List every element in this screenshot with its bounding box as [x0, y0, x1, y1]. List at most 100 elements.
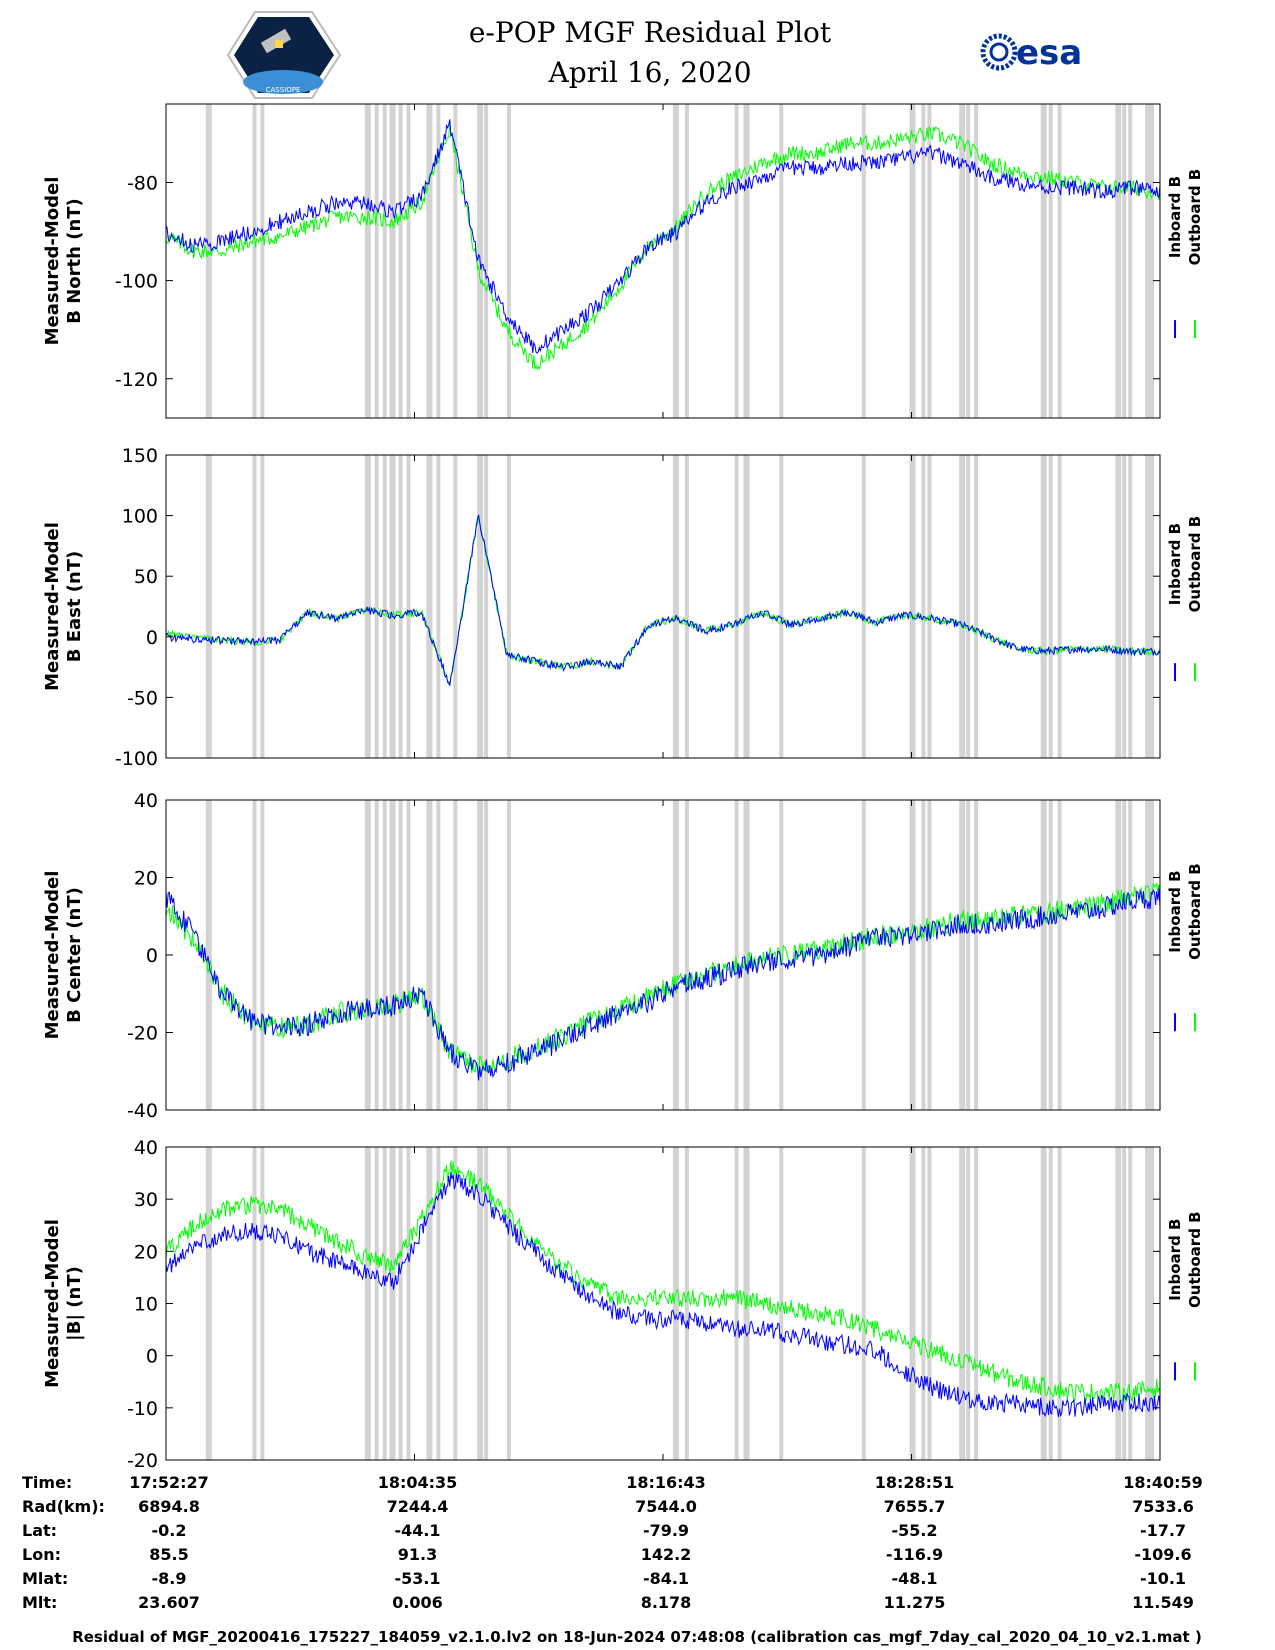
gap-band	[966, 1147, 971, 1460]
gap-band	[743, 104, 750, 418]
gap-band	[1145, 800, 1152, 1110]
gap-band	[1040, 1147, 1047, 1460]
gap-band	[909, 1147, 916, 1460]
gap-band	[453, 455, 458, 758]
legend-outboard-label: Outboard B	[1186, 516, 1204, 613]
outboard-series-line	[166, 1160, 1160, 1404]
footer-cell: 18:40:59	[1123, 1473, 1203, 1492]
y-axis-label: Measured-Model	[42, 177, 63, 346]
gap-band	[436, 455, 441, 758]
gap-band	[252, 1147, 257, 1460]
gap-band	[453, 1147, 458, 1460]
gap-band	[252, 800, 257, 1110]
y-axis-label: B Center (nT)	[64, 887, 85, 1023]
gap-band	[364, 800, 371, 1110]
chart-title: e-POP MGF Residual Plot	[469, 16, 832, 49]
gap-band	[779, 1147, 784, 1460]
legend: Inboard B Outboard B	[1166, 516, 1204, 682]
gap-band	[927, 800, 932, 1110]
y-tick-label: -20	[127, 1023, 158, 1045]
y-tick-label: -100	[115, 271, 158, 293]
data-gaps	[205, 800, 1155, 1110]
gap-band	[1145, 455, 1152, 758]
gap-band	[1128, 1147, 1133, 1460]
plot-frame	[165, 1146, 1161, 1461]
gap-band	[734, 1147, 739, 1460]
footer-cell: 85.5	[149, 1545, 188, 1564]
y-tick-label: -40	[127, 1100, 158, 1122]
gap-band	[921, 1147, 926, 1460]
gap-band	[260, 104, 265, 418]
gap-band	[374, 104, 379, 418]
gap-band	[974, 104, 979, 418]
gap-band	[672, 1147, 679, 1460]
gap-band	[861, 1147, 866, 1460]
gap-band	[453, 104, 458, 418]
gap-band	[453, 800, 458, 1110]
inboard-series-line	[166, 514, 1160, 686]
y-tick-label: -80	[127, 173, 158, 195]
gap-band	[406, 455, 411, 758]
outboard-series-line	[166, 882, 1160, 1079]
footer-cell: -53.1	[394, 1569, 440, 1588]
gap-band	[779, 104, 784, 418]
gap-band	[684, 104, 689, 418]
gap-band	[861, 455, 866, 758]
gap-band	[1128, 104, 1133, 418]
header: CASSIOPE e-POP MGF Residual Plot April 1…	[226, 11, 1082, 99]
legend-inboard-label: Inboard B	[1166, 870, 1184, 952]
footer-table: Time: Rad(km): Lat: Lon: Mlat: Mlt: 17:52:27 68…	[22, 1473, 1203, 1612]
gap-band	[1115, 1147, 1122, 1460]
footer-cell: 18:28:51	[875, 1473, 955, 1492]
gap-band	[406, 104, 411, 418]
gap-band	[672, 455, 679, 758]
gap-band	[364, 104, 371, 418]
y-axis-label: |B| (nT)	[64, 1266, 85, 1341]
gap-band	[959, 455, 966, 758]
y-axis-label: B East (nT)	[64, 551, 85, 663]
y-tick-label: 30	[134, 1189, 158, 1211]
gap-band	[398, 104, 403, 418]
gap-band	[1150, 455, 1155, 758]
footer-cell: -0.2	[152, 1521, 187, 1540]
footer-row-label: Mlat:	[22, 1569, 68, 1588]
gap-band	[436, 104, 441, 418]
gap-band	[921, 800, 926, 1110]
gap-band	[974, 455, 979, 758]
footer-cell: -17.7	[1140, 1521, 1186, 1540]
gap-band	[734, 104, 739, 418]
gap-band	[684, 800, 689, 1110]
y-tick-label: 0	[146, 627, 158, 649]
y-tick-label: 20	[134, 868, 158, 890]
gap-band	[861, 104, 866, 418]
gap-band	[927, 1147, 932, 1460]
gap-band	[374, 455, 379, 758]
legend-outboard-label: Outboard B	[1186, 863, 1204, 960]
gap-band	[1122, 800, 1127, 1110]
esa-logo: esa	[980, 33, 1082, 73]
gap-band	[974, 800, 979, 1110]
gap-band	[426, 455, 433, 758]
y-axis-label: B North (nT)	[64, 198, 85, 324]
gap-band	[1128, 800, 1133, 1110]
footer-row-label: Lon:	[22, 1545, 61, 1564]
footer-cell: -84.1	[643, 1569, 689, 1588]
gap-band	[743, 800, 750, 1110]
gap-band	[252, 455, 257, 758]
footer-row-label: Rad(km):	[22, 1497, 105, 1516]
gap-band	[974, 1147, 979, 1460]
gap-band	[426, 1147, 433, 1460]
gap-band	[779, 455, 784, 758]
gap-band	[260, 800, 265, 1110]
y-tick-label: 40	[134, 1137, 158, 1159]
gap-band	[506, 104, 511, 418]
gap-band	[743, 455, 750, 758]
gap-band	[1048, 800, 1053, 1110]
gap-band	[506, 800, 511, 1110]
chart-date: April 16, 2020	[547, 56, 751, 89]
footer-cell: 0.006	[392, 1593, 443, 1612]
gap-band	[398, 800, 403, 1110]
gap-band	[909, 104, 916, 418]
